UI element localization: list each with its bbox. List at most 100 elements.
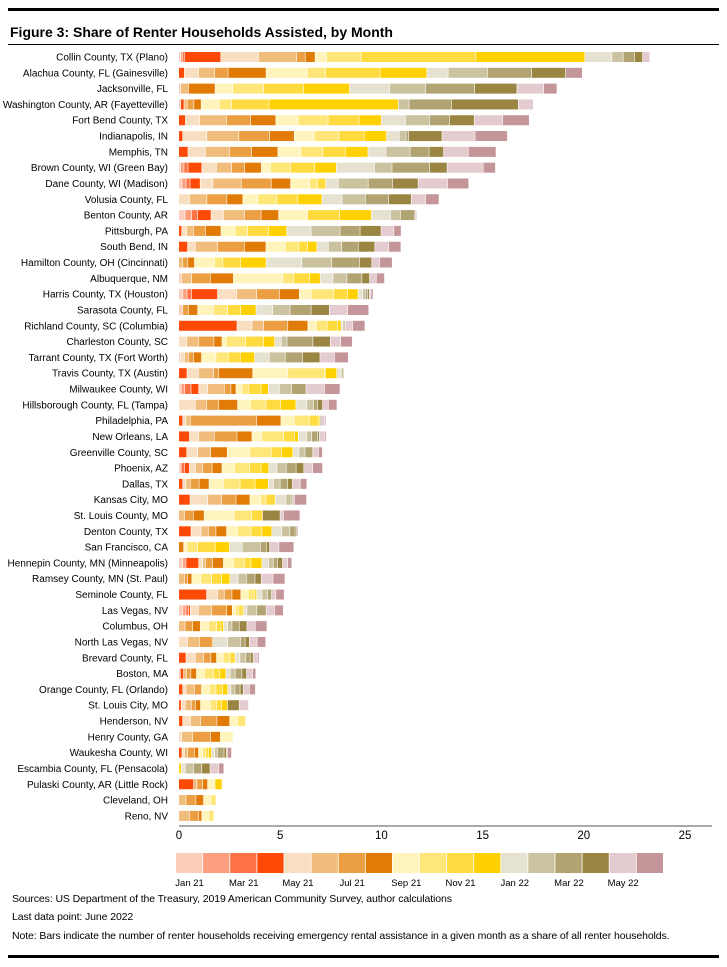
bar-segment-nov-21 [266, 494, 275, 505]
legend-label: Nov 21 [445, 878, 475, 889]
bar-segment-sep-21 [201, 99, 220, 110]
category-label: Columbus, OH [102, 622, 168, 633]
bar-segment-jul-21 [186, 795, 196, 806]
bar-segment-aug-21 [237, 431, 252, 442]
bar-segment-mar-22 [487, 67, 532, 78]
bar-segment-feb-21 [183, 289, 187, 300]
bar-segment-mar-22 [246, 573, 255, 584]
bar-segment-jan-21 [179, 668, 181, 679]
bar-segment-jan-21 [179, 352, 181, 363]
bar-segment-may-21 [237, 320, 252, 331]
category-label: Hennepin County, MN (Minneapolis) [8, 558, 168, 569]
bar-segment-aug-21 [251, 146, 278, 157]
bar-segment-feb-22 [342, 194, 366, 205]
bar-segment-feb-22 [231, 684, 235, 695]
bar-segment-apr-21 [179, 652, 186, 663]
bar-segment-feb-22 [342, 320, 344, 331]
bar-segment-dec-21 [240, 352, 255, 363]
bar-segment-may-22 [369, 273, 376, 284]
bar-segment-jun-21 [182, 731, 193, 742]
bar-segment-apr-21 [188, 162, 202, 173]
bar-segment-jun-22 [273, 573, 285, 584]
bar-segment-mar-21 [186, 178, 190, 189]
bar-segment-feb-22 [247, 605, 257, 616]
bar-segment-aug-21 [199, 478, 209, 489]
bar-segment-mar-22 [217, 747, 224, 758]
bar-segment-may-21 [182, 747, 185, 758]
bar-segment-jun-21 [236, 289, 257, 300]
bar-segment-apr-21 [179, 431, 190, 442]
bar-segment-nov-21 [227, 304, 241, 315]
bar-segment-jun-21 [189, 194, 207, 205]
bar-segment-dec-21 [294, 431, 299, 442]
bar-segment-nov-21 [271, 447, 282, 458]
bar-segment-oct-21 [234, 463, 250, 474]
category-label: Alachua County, FL (Gainesville) [23, 68, 168, 79]
bar-segment-may-22 [642, 52, 650, 62]
bar-segment-jan-22 [269, 463, 277, 474]
category-label: Benton County, AR [84, 211, 168, 222]
bar-segment-apr-21 [179, 494, 190, 505]
bar-segment-feb-22 [281, 336, 287, 347]
bar-segment-aug-21 [193, 352, 202, 363]
bar-segment-mar-22 [623, 52, 635, 62]
bar-segment-feb-22 [612, 52, 623, 62]
bar-segment-jan-22 [275, 494, 286, 505]
bar-segment-jul-21 [221, 494, 236, 505]
bar-segment-apr-22 [239, 621, 247, 632]
bar-segment-jan-22 [386, 131, 400, 142]
bar-segment-feb-22 [299, 447, 305, 458]
bar-segment-jan-22 [296, 399, 307, 410]
bar-segment-jan-22 [371, 210, 391, 221]
bar-segment-jan-22 [336, 162, 375, 173]
bar-segment-jul-21 [184, 573, 188, 584]
category-label: Charleston County, SC [66, 337, 168, 348]
bar-segment-aug-21 [188, 83, 215, 94]
bottom-rule [8, 955, 719, 958]
bar-segment-jul-21 [188, 352, 194, 363]
bar-segment-mar-22 [291, 384, 306, 395]
bar-segment-apr-21 [179, 146, 188, 157]
bar-segment-may-22 [418, 178, 448, 189]
legend-swatch-feb-22 [528, 853, 555, 873]
bar-segment-jan-22 [381, 115, 406, 126]
bar-segment-jun-21 [207, 494, 222, 505]
bar-segment-mar-22 [290, 304, 311, 315]
bar-segment-apr-22 [312, 447, 314, 458]
x-tick-label: 0 [176, 830, 182, 842]
bar-segment-sep-21 [198, 304, 214, 315]
bar-segment-feb-22 [279, 384, 292, 395]
bar-segment-may-22 [411, 194, 426, 205]
bar-segment-sep-21 [241, 589, 248, 600]
bar-segment-oct-21 [301, 146, 323, 157]
bar-segment-jul-21 [214, 431, 237, 442]
bar-segment-jul-21 [184, 510, 193, 521]
bar-segment-jul-21 [191, 273, 210, 284]
bar-segment-jan-21 [179, 557, 183, 568]
bar-segment-mar-22 [291, 494, 293, 505]
legend-label: Jan 21 [175, 878, 204, 889]
bar-segment-apr-22 [266, 542, 270, 553]
bar-segment-apr-22 [429, 146, 444, 157]
bar-segment-jul-21 [205, 557, 213, 568]
bar-segment-may-21 [217, 289, 237, 300]
bar-segment-nov-21 [324, 368, 326, 379]
bar-segment-apr-21 [179, 478, 183, 489]
bar-segment-mar-22 [232, 621, 239, 632]
bar-segment-jan-21 [179, 463, 181, 474]
category-label: Waukesha County, WI [70, 748, 168, 759]
bar-segment-feb-22 [277, 463, 286, 474]
bar-segment-dec-21 [339, 210, 372, 221]
bar-segment-sep-21 [266, 241, 286, 252]
legend-label: Mar 22 [554, 878, 584, 889]
bar-segment-nov-21 [244, 557, 251, 568]
category-label: Greenville County, SC [70, 448, 168, 459]
bar-segment-aug-21 [288, 320, 308, 331]
bar-segment-feb-22 [273, 478, 280, 489]
bar-segment-dec-21 [315, 162, 337, 173]
category-label: Seminole County, FL [75, 590, 168, 601]
bar-segment-jan-22 [254, 352, 269, 363]
bar-segment-jun-21 [193, 779, 197, 790]
bar-segment-may-21 [200, 178, 213, 189]
bar-segment-jun-21 [207, 131, 239, 142]
